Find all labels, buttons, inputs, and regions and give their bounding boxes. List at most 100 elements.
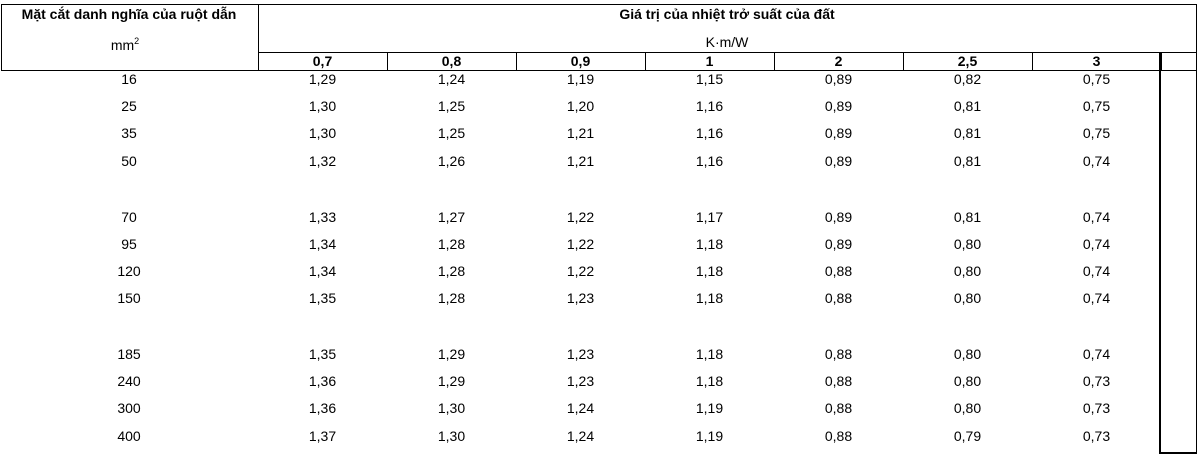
column-header: 3 — [1092, 53, 1101, 69]
row-header: 185 — [117, 346, 141, 362]
cell: 0,88 — [824, 346, 853, 362]
cell: 0,75 — [1082, 98, 1111, 115]
cell: 1,29 — [437, 346, 466, 362]
cell: 1,24 — [566, 400, 595, 417]
row-header: 300 — [117, 400, 141, 417]
cell: 1,28 — [437, 290, 466, 307]
cell: 0,74 — [1082, 262, 1111, 279]
border — [258, 52, 1197, 53]
cell: 0,80 — [953, 290, 982, 307]
cell: 0,89 — [824, 98, 853, 115]
cell: 1,21 — [566, 125, 595, 142]
cell: 1,18 — [695, 373, 724, 390]
border — [1, 4, 1197, 5]
cell: 0,75 — [1082, 125, 1111, 142]
column-border — [387, 52, 388, 70]
column-border — [1161, 52, 1162, 70]
cell: 1,18 — [695, 235, 724, 252]
cell: 1,36 — [308, 400, 337, 417]
cell: 1,30 — [308, 125, 337, 142]
border — [1160, 452, 1197, 454]
cell: 0,81 — [953, 208, 982, 225]
cell: 0,80 — [953, 373, 982, 390]
cell: 1,33 — [308, 208, 337, 225]
border — [1, 70, 1197, 71]
cell: 0,89 — [824, 152, 853, 169]
cell: 1,18 — [695, 290, 724, 307]
cell: 1,18 — [695, 346, 724, 362]
border — [1, 4, 2, 70]
row-header: 95 — [121, 235, 137, 252]
cell: 1,26 — [437, 152, 466, 169]
row-header: 240 — [117, 373, 141, 390]
cell: 0,88 — [824, 262, 853, 279]
cell: 1,19 — [566, 71, 595, 87]
row-header: 35 — [121, 125, 137, 142]
cell: 1,34 — [308, 262, 337, 279]
row-header: 50 — [121, 152, 137, 169]
row-header: 120 — [117, 262, 141, 279]
column-border — [903, 52, 904, 70]
cell: 1,23 — [566, 373, 595, 390]
cell: 0,74 — [1082, 290, 1111, 307]
cell: 1,20 — [566, 98, 595, 115]
cell: 0,88 — [824, 373, 853, 390]
cell: 0,73 — [1082, 427, 1111, 444]
cell: 1,35 — [308, 290, 337, 307]
cell: 0,80 — [953, 235, 982, 252]
cell: 1,24 — [437, 71, 466, 87]
column-header: 1 — [705, 53, 714, 69]
cell: 0,73 — [1082, 373, 1111, 390]
border — [258, 4, 259, 70]
cell: 0,80 — [953, 346, 982, 362]
cell: 0,81 — [953, 98, 982, 115]
header-unit: K·m/W — [705, 34, 749, 50]
column-border — [516, 52, 517, 70]
cell: 1,23 — [566, 290, 595, 307]
cell: 0,88 — [824, 290, 853, 307]
column-header: 0,7 — [312, 53, 333, 69]
cell: 1,16 — [695, 152, 724, 169]
cell: 1,21 — [566, 152, 595, 169]
row-header: 400 — [117, 427, 141, 444]
column-header: 2 — [834, 53, 843, 69]
cell: 0,81 — [953, 152, 982, 169]
row-header: 70 — [121, 208, 137, 225]
cell: 0,88 — [824, 400, 853, 417]
cell: 1,30 — [437, 427, 466, 444]
column-header: 0,9 — [570, 53, 591, 69]
cell: 1,22 — [566, 262, 595, 279]
cell: 0,88 — [824, 427, 853, 444]
column-border — [774, 52, 775, 70]
cell: 1,35 — [308, 346, 337, 362]
cell: 1,29 — [437, 373, 466, 390]
cell: 0,80 — [953, 400, 982, 417]
cell: 1,34 — [308, 235, 337, 252]
row-unit: mm2 — [110, 36, 140, 53]
cell: 0,89 — [824, 71, 853, 87]
header-title: Giá trị của nhiệt trở suất của đất — [619, 6, 835, 22]
cell: 0,74 — [1082, 208, 1111, 225]
border — [1159, 52, 1161, 454]
column-border — [645, 52, 646, 70]
cell: 0,74 — [1082, 152, 1111, 169]
cell: 0,75 — [1082, 71, 1111, 87]
cell: 1,22 — [566, 208, 595, 225]
cell: 1,30 — [308, 98, 337, 115]
cell: 1,36 — [308, 373, 337, 390]
cell: 1,29 — [308, 71, 337, 87]
row-header: 25 — [121, 98, 137, 115]
column-border — [1032, 52, 1033, 70]
cell: 1,25 — [437, 98, 466, 115]
cell: 0,89 — [824, 208, 853, 225]
cell: 0,79 — [953, 427, 982, 444]
cell: 1,15 — [695, 71, 724, 87]
cell: 0,74 — [1082, 235, 1111, 252]
cell: 0,74 — [1082, 346, 1111, 362]
cell: 0,80 — [953, 262, 982, 279]
cell: 1,23 — [566, 346, 595, 362]
cell: 1,28 — [437, 262, 466, 279]
column-header: 0,8 — [441, 53, 462, 69]
cell: 1,28 — [437, 235, 466, 252]
